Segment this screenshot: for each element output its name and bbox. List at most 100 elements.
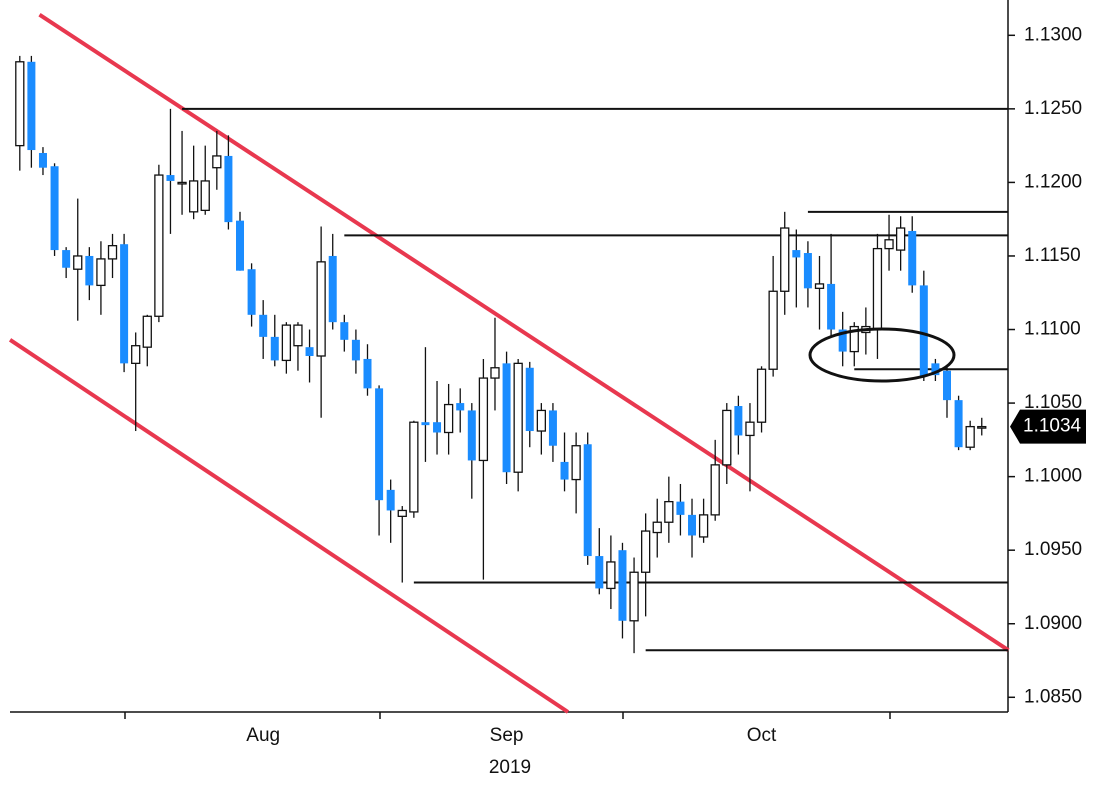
candle-body [502, 363, 511, 473]
candle-body [107, 245, 118, 260]
candle-body [27, 61, 36, 151]
candle-body [328, 255, 337, 323]
candle-body [606, 561, 616, 590]
candle-body [698, 514, 709, 538]
candle-body [548, 410, 557, 446]
candle-body [15, 61, 25, 147]
candle-body [212, 155, 222, 169]
candle-body [618, 550, 627, 621]
candle-body [340, 322, 349, 340]
candle-body [676, 501, 685, 515]
candle-body [270, 336, 279, 361]
last-price-label: 1.1034 [1023, 416, 1082, 437]
y-tick-label: 1.1200 [1024, 171, 1082, 192]
candle-body [872, 247, 883, 331]
x-axis-year: 2019 [489, 757, 531, 778]
candle-body [664, 500, 674, 523]
candle-body [443, 403, 454, 434]
y-tick-label: 1.1150 [1024, 245, 1081, 266]
candle-body [96, 258, 106, 287]
candle-body [409, 421, 419, 513]
candle-body [200, 180, 210, 212]
candle-body [756, 368, 767, 423]
candle-body [456, 403, 465, 411]
candle-body [188, 180, 199, 213]
candle-body [293, 324, 303, 347]
candle-body [977, 425, 987, 429]
candle-body [942, 370, 951, 401]
y-tick-label: 1.1100 [1024, 319, 1081, 340]
candle-body [536, 409, 546, 432]
candle-body [792, 250, 801, 258]
candle-body [386, 489, 395, 511]
candle-body [641, 530, 651, 573]
candle-body [595, 556, 604, 589]
y-tick-label: 1.0950 [1024, 539, 1082, 560]
candle-body [236, 220, 245, 271]
candle-body [166, 175, 175, 181]
candle-body [351, 339, 360, 361]
y-tick-label: 1.1000 [1024, 466, 1082, 487]
candle-body [710, 464, 720, 516]
last-price-badge [1010, 409, 1086, 444]
y-tick-label: 1.1300 [1024, 24, 1082, 45]
candle-body [363, 358, 372, 389]
x-ticks [124, 712, 891, 719]
candle-body [560, 461, 569, 480]
candle-body [895, 227, 906, 251]
candle-body [734, 406, 743, 436]
candle-body [954, 400, 963, 448]
candle-body [919, 285, 928, 377]
candle-body [38, 152, 47, 168]
candle-body [247, 269, 256, 315]
candle-body [768, 290, 778, 370]
candle-body [177, 181, 187, 185]
candle-body [884, 239, 894, 250]
candle-body [397, 509, 407, 517]
channel-line [8, 338, 570, 714]
candle-body [652, 521, 662, 534]
candle-body [467, 410, 476, 461]
candle-body [629, 571, 639, 622]
candle-body [375, 388, 384, 501]
candle-body [224, 155, 233, 223]
candle-body [316, 261, 326, 357]
candle-body [571, 445, 581, 481]
candle-body [142, 315, 152, 348]
candle-body [965, 425, 975, 448]
candle-body [259, 314, 268, 337]
x-tick-label: Aug [246, 725, 280, 746]
candle-body [583, 444, 592, 557]
candle-body [490, 367, 500, 379]
candle-body [908, 230, 917, 286]
candle-body [131, 345, 141, 365]
candle-body [62, 250, 71, 268]
candle-body [421, 422, 430, 426]
candle-body [803, 253, 812, 289]
candle-body [73, 255, 83, 270]
candle-body [688, 514, 697, 536]
channel-line [38, 13, 1010, 652]
candle-body [931, 363, 940, 376]
candle-body [525, 367, 534, 432]
highlight-ellipse [808, 327, 956, 383]
candle-body [814, 283, 825, 289]
candle-body [849, 325, 859, 353]
candle-body [305, 347, 314, 356]
candle-body [827, 283, 836, 330]
candle-body [838, 329, 847, 352]
y-tick-label: 1.1250 [1024, 98, 1082, 119]
candle-body [745, 421, 755, 437]
candle-body [50, 166, 59, 251]
y-tick-label: 1.0900 [1024, 613, 1082, 634]
candle-body [478, 377, 489, 462]
candle-body [281, 324, 292, 362]
candle-body [154, 174, 164, 317]
x-tick-label: Sep [490, 725, 524, 746]
candle-body [433, 422, 442, 433]
y-tick-label: 1.0850 [1024, 686, 1082, 707]
candle-body [722, 409, 732, 466]
candle-body [120, 244, 129, 364]
candle-body [85, 255, 94, 286]
